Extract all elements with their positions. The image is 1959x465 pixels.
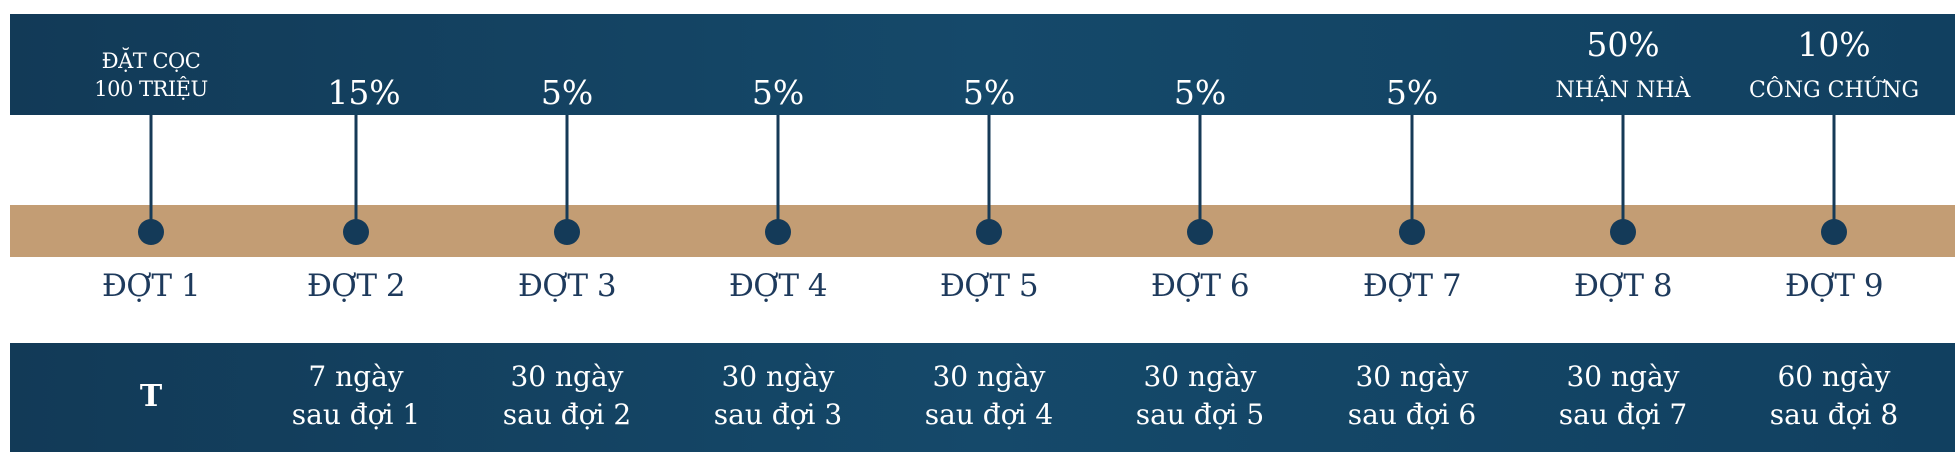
timeline-stem: [565, 115, 569, 233]
deposit-line-2: 100 TRIỆU: [94, 77, 208, 101]
timeline-dot: [554, 219, 580, 245]
round-label: ĐỢT 9: [1784, 268, 1884, 304]
timeline-stem: [987, 115, 991, 233]
percentage-label: 5%: [1173, 73, 1227, 112]
round-label: ĐỢT 8: [1573, 268, 1673, 304]
time-label: 60 ngày sau đợi 8: [1770, 358, 1898, 434]
time-label: T: [140, 378, 162, 416]
round-label: ĐỢT 1: [101, 268, 201, 304]
time-line-2: sau đợi 4: [924, 398, 1054, 431]
time-line-2: sau đợi 8: [1769, 398, 1899, 431]
time-line-2: sau đợi 2: [502, 398, 632, 431]
time-line-2: sau đợi 7: [1558, 398, 1688, 431]
timeline-stem: [354, 115, 358, 233]
percentage-label: 5%: [1385, 73, 1439, 112]
time-line-1: 30 ngày: [1143, 360, 1257, 393]
round-label: ĐỢT 6: [1150, 268, 1250, 304]
round-label: ĐỢT 5: [939, 268, 1039, 304]
time-line-2: sau đợi 6: [1347, 398, 1477, 431]
percentage-label: 5%: [540, 73, 594, 112]
time-line-1: 30 ngày: [721, 360, 835, 393]
timeline-stem: [1410, 115, 1414, 233]
timeline-stem: [776, 115, 780, 233]
round-label: ĐỢT 2: [306, 268, 406, 304]
milestone-note: CÔNG CHỨNG: [1748, 78, 1920, 103]
time-label: 30 ngày sau đợi 4: [925, 358, 1053, 434]
top-percentage-band: [10, 14, 1955, 115]
time-label: 7 ngày sau đợi 1: [292, 358, 420, 434]
round-label: ĐỢT 7: [1362, 268, 1462, 304]
time-line-1: 60 ngày: [1777, 360, 1891, 393]
deposit-label: ĐẶT CỌC 100 TRIỆU: [94, 47, 208, 103]
time-label: 30 ngày sau đợi 5: [1136, 358, 1264, 434]
time-line-1: 7 ngày: [308, 360, 404, 393]
timeline-dot: [976, 219, 1002, 245]
timeline-stem: [149, 115, 153, 233]
time-label: 30 ngày sau đợi 2: [503, 358, 631, 434]
timeline-dot: [1610, 219, 1636, 245]
time-label: 30 ngày sau đợi 3: [714, 358, 842, 434]
timeline-dot: [1821, 219, 1847, 245]
percentage-label: 5%: [751, 73, 805, 112]
round-label: ĐỢT 3: [517, 268, 617, 304]
round-label: ĐỢT 4: [728, 268, 828, 304]
time-line-2: sau đợi 3: [713, 398, 843, 431]
time-line-1: 30 ngày: [1566, 360, 1680, 393]
milestone-note: NHẬN NHÀ: [1555, 78, 1691, 103]
timeline-stem: [1198, 115, 1202, 233]
percentage-label: 10%: [1797, 25, 1871, 64]
timeline-dot: [1399, 219, 1425, 245]
timeline-dot: [765, 219, 791, 245]
timeline-dot: [138, 219, 164, 245]
timeline-dot: [1187, 219, 1213, 245]
timing-band: [10, 343, 1955, 452]
timeline-stem: [1621, 115, 1625, 233]
time-line-2: sau đợi 1: [291, 398, 421, 431]
time-label: 30 ngày sau đợi 6: [1348, 358, 1476, 434]
deposit-line-1: ĐẶT CỌC: [101, 49, 201, 73]
percentage-label: 15%: [327, 73, 401, 112]
time-line-1: 30 ngày: [932, 360, 1046, 393]
time-line-2: sau đợi 5: [1135, 398, 1265, 431]
timeline-dot: [343, 219, 369, 245]
percentage-label: 50%: [1586, 25, 1660, 64]
time-line-1: T: [139, 379, 163, 414]
percentage-label: 5%: [962, 73, 1016, 112]
timeline-stem: [1832, 115, 1836, 233]
time-line-1: 30 ngày: [510, 360, 624, 393]
time-label: 30 ngày sau đợi 7: [1559, 358, 1687, 434]
time-line-1: 30 ngày: [1355, 360, 1469, 393]
